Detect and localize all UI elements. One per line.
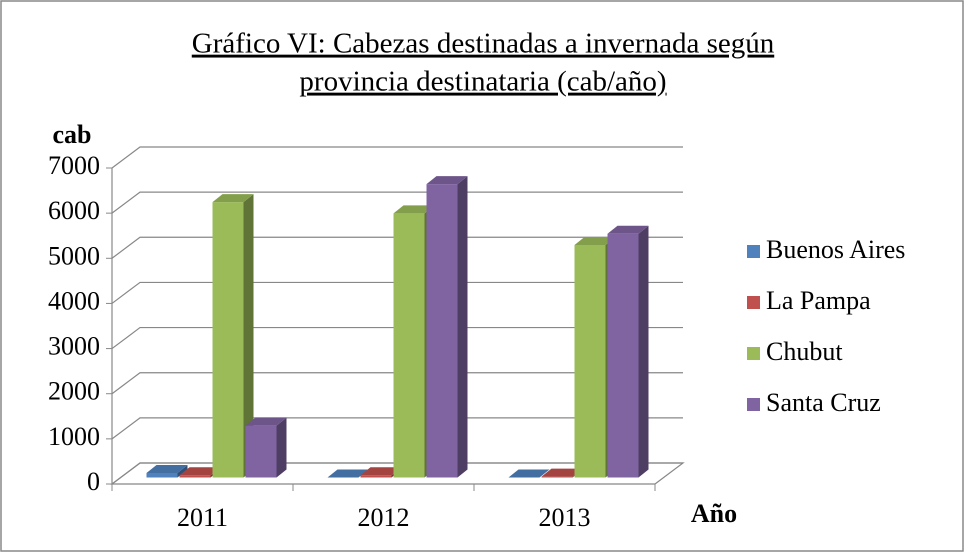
grid-line (111, 417, 683, 440)
x-tick-label: 2013 (539, 503, 591, 532)
y-tick-label: 0 (87, 467, 100, 496)
x-tick-label: 2012 (358, 503, 410, 532)
bar (607, 225, 649, 478)
bar-front (541, 476, 573, 478)
y-tick-label: 1000 (48, 422, 100, 451)
grid-line (111, 281, 683, 304)
bar-front (245, 425, 277, 478)
legend-label: Santa Cruz (766, 388, 881, 417)
y-tick-label: 7000 (48, 151, 100, 180)
bar (426, 176, 468, 478)
x-tick-label: 2011 (177, 503, 228, 532)
bar-front (607, 233, 639, 478)
bar-top (607, 225, 649, 234)
bar-top (245, 417, 287, 426)
bar-top (146, 464, 188, 473)
bar-top (508, 469, 550, 478)
grid-line (111, 236, 683, 259)
bar (327, 469, 369, 478)
bar-front (179, 475, 211, 478)
bar-front (393, 213, 425, 478)
bar-front (212, 202, 244, 478)
bar-top (541, 468, 583, 477)
bar-top (574, 237, 616, 246)
legend-swatch (747, 347, 760, 360)
bar-top (327, 469, 369, 478)
grid-line (111, 462, 683, 485)
bar-front (426, 184, 458, 478)
bar-side (177, 464, 188, 478)
y-tick-label: 6000 (48, 196, 100, 225)
legend-swatch (747, 398, 760, 411)
grid-line (111, 326, 683, 350)
legend-swatch (747, 296, 760, 309)
legend-label: Chubut (766, 337, 843, 366)
bar (212, 194, 254, 478)
legend-label: Buenos Aires (766, 235, 905, 264)
y-axis-label: cab (53, 120, 92, 149)
y-tick-label: 2000 (48, 377, 100, 406)
y-tick-label: 4000 (48, 286, 100, 315)
bar (245, 417, 287, 478)
y-tick-label: 5000 (48, 241, 100, 270)
bar-front (146, 472, 178, 478)
bar-top (360, 467, 402, 476)
bar-side (638, 225, 649, 478)
bar-top (426, 176, 468, 185)
legend-swatch (747, 245, 760, 258)
bar-side (276, 417, 287, 478)
bar-side (243, 194, 254, 478)
bar (146, 464, 188, 478)
grid-line (111, 191, 683, 214)
chart-title: Gráfico VI: Cabezas destinadas a inverna… (192, 28, 775, 60)
bar-top (179, 467, 221, 476)
x-axis-label: Año (691, 499, 737, 528)
legend-label: La Pampa (766, 286, 871, 315)
bar-top (393, 205, 435, 214)
bar-side (457, 176, 468, 478)
bar-top (212, 194, 254, 203)
grid-line (111, 146, 683, 169)
y-tick-label: 3000 (48, 332, 100, 361)
bar-front (360, 475, 392, 478)
chart-title: provincia destinataria (cab/año) (299, 66, 666, 98)
grid-line (111, 372, 683, 395)
bar-front (574, 245, 606, 478)
bar (508, 469, 550, 478)
